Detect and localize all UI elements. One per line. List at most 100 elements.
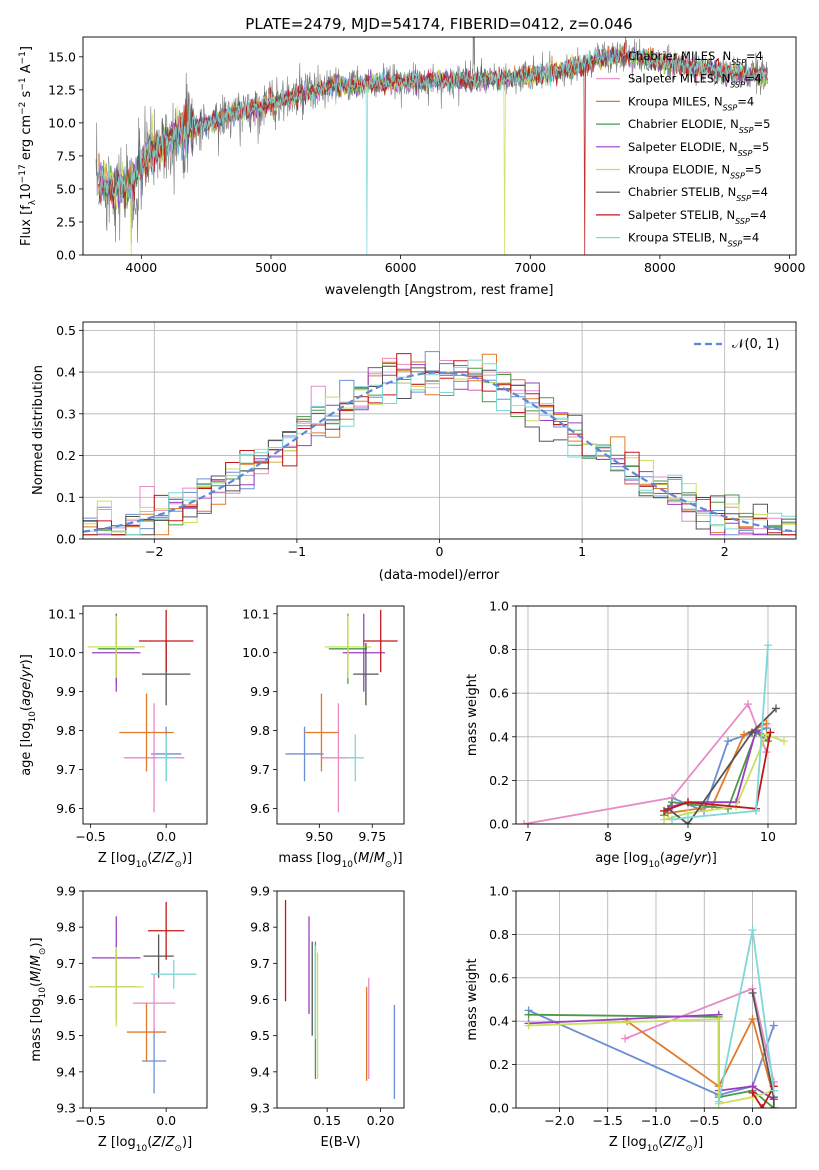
x-tick-label: 8 xyxy=(604,829,612,844)
y-tick-label: 0.0 xyxy=(489,817,509,832)
y-axis-label: Normed distribution xyxy=(31,365,46,495)
legend-label: Chabrier MILES, NSSP=4 xyxy=(628,49,763,67)
x-axis-label: E(B-V) xyxy=(320,1135,360,1150)
x-tick-label: −1.5 xyxy=(593,1113,623,1128)
mass-weight-marker xyxy=(748,1015,757,1024)
y-tick-label: 9.6 xyxy=(56,992,76,1007)
y-tick-label: 0.2 xyxy=(489,773,509,788)
mass-vs-reddening-panel: 0.15 0.20 9.3 9.4 9.5 9.6 9.7 9.8 9.9 E(B-V) xyxy=(250,884,405,1150)
y-tick-label: 0.2 xyxy=(56,448,76,463)
mass-weight-marker xyxy=(684,813,692,822)
y-tick-label: 1.0 xyxy=(489,599,509,614)
x-axis-label: Z [log10(Z/Z⊙)] xyxy=(98,851,192,870)
x-tick-label: −2 xyxy=(145,544,163,559)
y-tick-label: 0.0 xyxy=(56,532,76,547)
x-tick-label: −0.5 xyxy=(75,1113,105,1128)
massweight-vs-age-panel: 7 8 9 10 0.0 0.2 0.4 0.6 0.8 1.0 age [log10(age/yr… xyxy=(465,599,797,870)
x-tick-label: −0.5 xyxy=(75,829,105,844)
y-tick-label: 0.3 xyxy=(56,406,76,421)
age-vs-mass-panel: 9.50 9.75 9.6 9.7 9.8 9.9 10.0 10.1 mass [log10(… xyxy=(242,605,405,870)
axes-frame xyxy=(515,605,797,825)
mass-weight-line xyxy=(671,728,769,808)
axes-frame xyxy=(82,36,797,256)
mass-weight-marker xyxy=(772,704,780,713)
y-tick-label: 9.8 xyxy=(250,920,270,935)
mass-weight-marker xyxy=(766,728,775,737)
x-tick-label: 5000 xyxy=(255,260,287,275)
mass-weight-marker xyxy=(714,1015,723,1024)
plot-area xyxy=(284,900,396,1099)
x-tick-label: 9.50 xyxy=(305,829,333,844)
y-tick-label: 9.9 xyxy=(56,884,76,899)
y-tick-label: 9.6 xyxy=(250,992,270,1007)
y-tick-label: 9.5 xyxy=(56,1028,76,1043)
mass-weight-marker xyxy=(748,728,756,737)
mass-weight-line xyxy=(663,733,785,821)
axes-frame xyxy=(276,890,405,1109)
y-tick-label: 0.4 xyxy=(56,365,76,380)
mass-weight-marker xyxy=(769,1021,778,1030)
y-axis-label: mass [log10(M/M⊙)] xyxy=(29,937,48,1061)
mass-weight-marker xyxy=(762,719,771,728)
mass-weight-line xyxy=(717,929,775,1102)
plot-area xyxy=(87,609,194,813)
x-tick-label: 9.75 xyxy=(358,829,386,844)
mass-vs-metallicity-panel: −0.5 0.0 9.3 9.4 9.5 9.6 9.7 9.8 9.9 Z [log10(Z/Z… xyxy=(29,884,208,1154)
legend-label: Kroupa MILES, NSSP=4 xyxy=(628,94,754,112)
y-tick-label: 10.0 xyxy=(242,645,270,660)
residual-histogram-panel: −2 −1 0 1 2 0.0 0.1 0.2 0.3 0.4 0.5 (data-model)/er… xyxy=(31,321,797,583)
x-tick-label: 0 xyxy=(436,544,444,559)
mass-weight-marker xyxy=(724,737,732,746)
figure-title: PLATE=2479, MJD=54174, FIBERID=0412, z=0… xyxy=(245,15,632,33)
mass-weight-line xyxy=(626,1016,775,1098)
x-tick-label: 0.0 xyxy=(743,1113,763,1128)
x-axis-label: mass [log10(M/M⊙)] xyxy=(278,851,402,870)
x-tick-label: 0.0 xyxy=(156,829,176,844)
legend-label: Chabrier STELIB, NSSP=4 xyxy=(628,185,768,203)
y-tick-label: 0.6 xyxy=(489,686,509,701)
y-tick-label: 9.4 xyxy=(56,1064,76,1079)
x-axis-label: Z [log10(Z/Z⊙)] xyxy=(98,1135,192,1154)
mass-weight-marker xyxy=(752,806,760,815)
y-tick-label: 9.7 xyxy=(56,762,76,777)
x-tick-label: 8000 xyxy=(644,260,676,275)
x-tick-label: 9000 xyxy=(774,260,806,275)
residual-histogram-step xyxy=(83,363,796,536)
mass-weight-line xyxy=(751,1085,775,1108)
x-tick-label: 6000 xyxy=(385,260,417,275)
plot-area xyxy=(524,926,778,1108)
y-tick-label: 0.5 xyxy=(56,323,76,338)
mass-weight-marker xyxy=(714,1097,723,1106)
x-tick-label: 9 xyxy=(684,829,692,844)
x-tick-label: 0.15 xyxy=(313,1113,341,1128)
y-tick-label: 0.4 xyxy=(489,1014,509,1029)
y-tick-label: 9.4 xyxy=(250,1064,270,1079)
mass-weight-marker xyxy=(660,806,668,815)
y-tick-label: 10.1 xyxy=(48,606,76,621)
x-tick-label: −1.0 xyxy=(641,1113,671,1128)
y-axis-label: Flux [fλ10−17 erg cm−2 s−1 A−1] xyxy=(18,46,38,246)
x-tick-label: 10 xyxy=(760,829,776,844)
mass-weight-marker xyxy=(769,1086,778,1095)
y-tick-label: 9.8 xyxy=(56,920,76,935)
x-tick-label: 1 xyxy=(578,544,586,559)
y-tick-label: 9.3 xyxy=(250,1101,270,1116)
mass-weight-marker xyxy=(668,815,676,824)
x-axis-label: Z [log10(Z/Z⊙)] xyxy=(609,1135,703,1154)
axes-frame xyxy=(515,890,797,1109)
axes-frame xyxy=(82,605,208,825)
mass-weight-marker xyxy=(748,1088,757,1097)
legend-label: 𝒩(0, 1) xyxy=(732,337,779,352)
y-tick-label: 0.2 xyxy=(489,1057,509,1072)
x-tick-label: 7000 xyxy=(514,260,546,275)
mass-weight-line xyxy=(528,1009,775,1096)
y-axis-label: mass weight xyxy=(465,958,480,1040)
legend-label: Salpeter STELIB, NSSP=4 xyxy=(628,208,767,226)
plot-area xyxy=(95,37,768,255)
x-axis-label: (data-model)/error xyxy=(379,568,500,583)
x-axis-label: wavelength [Angstrom, rest frame] xyxy=(325,283,554,298)
mass-weight-marker xyxy=(524,1010,533,1019)
mass-weight-line xyxy=(671,645,769,821)
y-tick-label: 9.9 xyxy=(250,884,270,899)
